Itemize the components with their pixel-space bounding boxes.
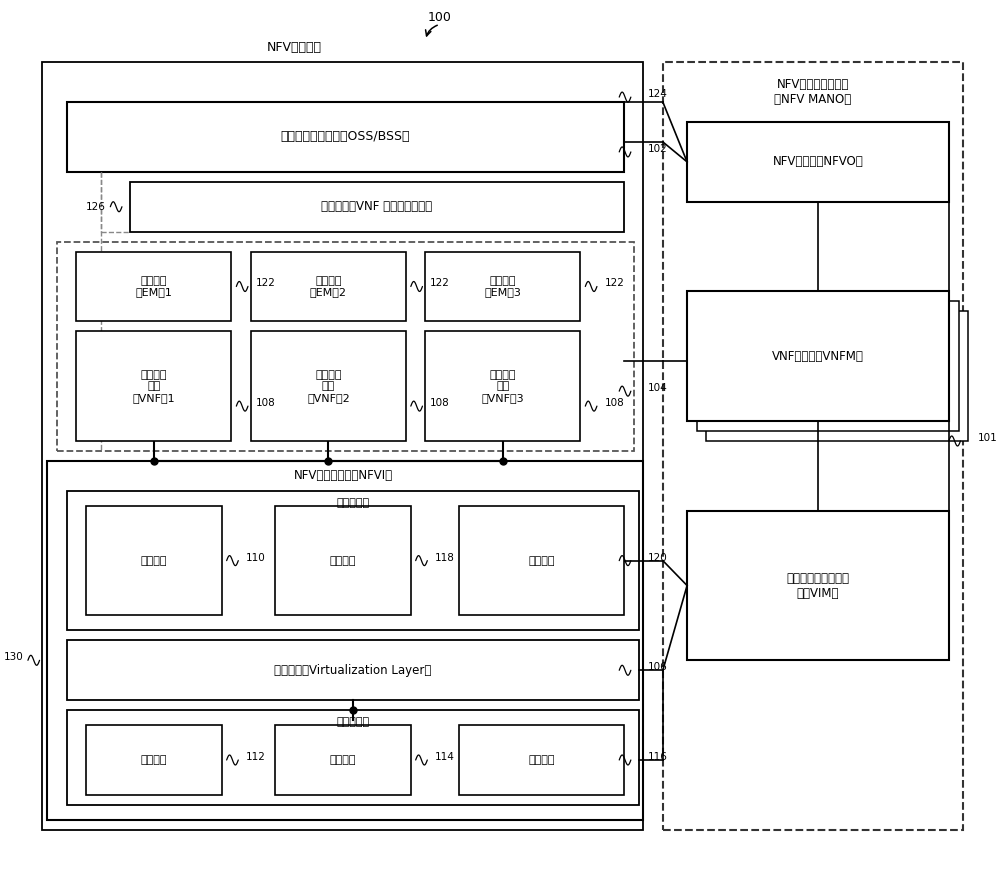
Text: 116: 116	[648, 752, 668, 762]
Text: 122: 122	[430, 278, 450, 288]
Bar	[687, 511, 949, 660]
Text: 虚拟网络
功能
（VNF）2: 虚拟网络 功能 （VNF）2	[307, 369, 350, 403]
Bar	[67, 491, 639, 631]
Bar	[86, 506, 222, 616]
Text: 130: 130	[3, 652, 23, 663]
Bar	[687, 122, 949, 202]
Text: 网络服务、VNF 和基础设施描述: 网络服务、VNF 和基础设施描述	[321, 200, 432, 213]
Text: 虚拟资源层: 虚拟资源层	[336, 498, 369, 507]
Bar	[251, 331, 406, 441]
Text: 108: 108	[605, 398, 624, 408]
Bar	[697, 301, 959, 431]
Text: 100: 100	[428, 11, 452, 24]
Text: 110: 110	[246, 552, 266, 563]
Text: 虚拟网络
功能
（VNF）3: 虚拟网络 功能 （VNF）3	[482, 369, 524, 403]
Text: 102: 102	[648, 144, 668, 154]
Bar	[663, 63, 963, 830]
Text: 108: 108	[256, 398, 275, 408]
Bar	[130, 181, 624, 232]
Text: 存储硬件: 存储硬件	[330, 755, 356, 765]
Text: NFV编排器（NFVO）: NFV编排器（NFVO）	[773, 155, 863, 168]
Text: 网元管理
（EM）3: 网元管理 （EM）3	[484, 276, 521, 297]
Text: 106: 106	[648, 663, 668, 672]
Bar	[42, 63, 643, 830]
Text: 网元管理
（EM）1: 网元管理 （EM）1	[136, 276, 172, 297]
Bar	[425, 252, 580, 322]
Bar	[67, 102, 624, 172]
Text: 101: 101	[978, 433, 998, 443]
Text: NFV基础设施层（NFVI）: NFV基础设施层（NFVI）	[293, 470, 393, 483]
Text: 网元管理
（EM）2: 网元管理 （EM）2	[310, 276, 347, 297]
Text: 114: 114	[435, 752, 455, 762]
Text: NFV架构系统: NFV架构系统	[267, 41, 322, 54]
Text: VNF管理器（VNFM）: VNF管理器（VNFM）	[772, 350, 864, 363]
Bar	[706, 311, 968, 441]
Bar	[47, 461, 643, 820]
Text: 网络硬件: 网络硬件	[528, 755, 555, 765]
Text: 120: 120	[648, 552, 668, 563]
Text: 虚拟化层（Virtualization Layer）: 虚拟化层（Virtualization Layer）	[274, 663, 431, 677]
Text: 126: 126	[86, 202, 105, 211]
Bar	[251, 252, 406, 322]
Text: 硬件资源层: 硬件资源层	[336, 717, 369, 727]
Bar	[687, 292, 949, 421]
Text: 104: 104	[648, 383, 668, 393]
Text: 虚拟计算: 虚拟计算	[141, 556, 167, 566]
Text: 122: 122	[605, 278, 625, 288]
Bar	[459, 725, 624, 795]
Text: 122: 122	[256, 278, 276, 288]
Bar	[57, 241, 634, 451]
Bar	[275, 506, 411, 616]
Text: NFV管理和编排系统
（NFV MANO）: NFV管理和编排系统 （NFV MANO）	[774, 78, 852, 106]
Bar	[67, 640, 639, 700]
Bar	[275, 725, 411, 795]
Text: 虚拟化基础设施管理
器（VIM）: 虚拟化基础设施管理 器（VIM）	[786, 572, 849, 600]
Bar	[76, 331, 231, 441]
Text: 虚拟网络
功能
（VNF）1: 虚拟网络 功能 （VNF）1	[133, 369, 175, 403]
Text: 业务支持管理系统（OSS/BSS）: 业务支持管理系统（OSS/BSS）	[281, 130, 410, 144]
Bar	[76, 252, 231, 322]
Bar	[86, 725, 222, 795]
Text: 虚拟存储: 虚拟存储	[330, 556, 356, 566]
Bar	[425, 331, 580, 441]
Text: 118: 118	[435, 552, 455, 563]
Bar	[67, 710, 639, 805]
Text: 108: 108	[430, 398, 450, 408]
Text: 124: 124	[648, 89, 668, 99]
Text: 112: 112	[246, 752, 266, 762]
Text: 虚拟网络: 虚拟网络	[528, 556, 555, 566]
Text: 计算硬件: 计算硬件	[141, 755, 167, 765]
Bar	[459, 506, 624, 616]
